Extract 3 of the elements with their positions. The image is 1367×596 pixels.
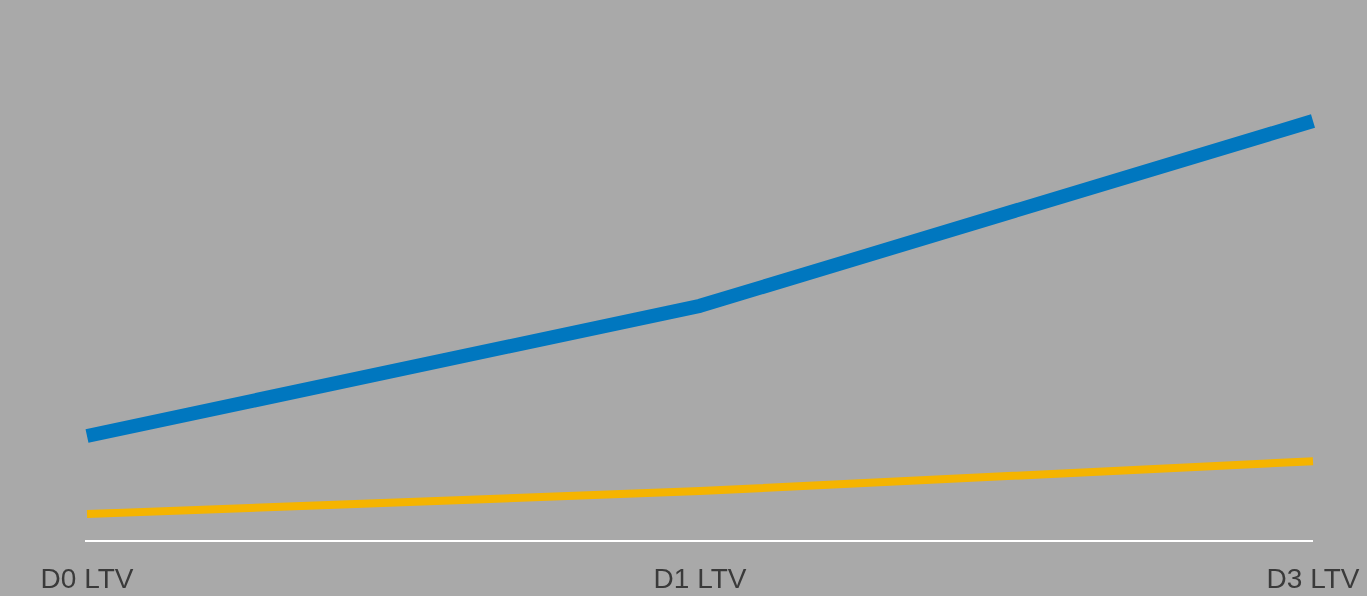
x-tick-label: D0 LTV bbox=[40, 563, 134, 594]
x-tick-label: D3 LTV bbox=[1266, 563, 1360, 594]
x-tick-label: D1 LTV bbox=[653, 563, 747, 594]
